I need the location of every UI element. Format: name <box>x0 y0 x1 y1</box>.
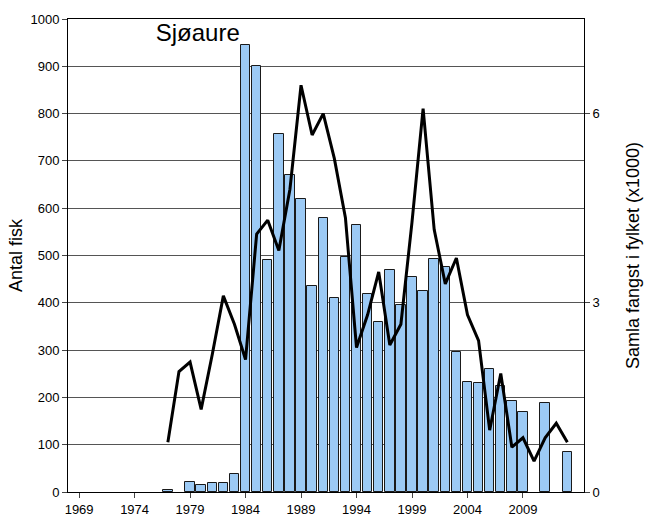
svg-text:500: 500 <box>38 248 60 263</box>
svg-text:200: 200 <box>38 390 60 405</box>
svg-text:2009: 2009 <box>509 502 538 517</box>
svg-text:600: 600 <box>38 201 60 216</box>
svg-text:Samla fangst i fylket (x1000): Samla fangst i fylket (x1000) <box>623 142 643 369</box>
svg-text:1979: 1979 <box>176 502 205 517</box>
svg-text:3: 3 <box>593 295 600 310</box>
svg-text:2004: 2004 <box>453 502 482 517</box>
svg-text:1999: 1999 <box>398 502 427 517</box>
svg-text:6: 6 <box>593 106 600 121</box>
svg-text:0: 0 <box>593 485 600 500</box>
svg-text:400: 400 <box>38 295 60 310</box>
svg-text:100: 100 <box>38 437 60 452</box>
svg-text:800: 800 <box>38 106 60 121</box>
svg-text:1994: 1994 <box>342 502 371 517</box>
svg-text:Antal fisk: Antal fisk <box>6 218 26 292</box>
svg-text:1974: 1974 <box>120 502 149 517</box>
svg-text:1969: 1969 <box>65 502 94 517</box>
svg-text:1989: 1989 <box>287 502 316 517</box>
svg-text:1984: 1984 <box>231 502 260 517</box>
svg-text:300: 300 <box>38 343 60 358</box>
svg-text:1000: 1000 <box>30 12 59 27</box>
svg-text:Sjøaure: Sjøaure <box>156 19 240 46</box>
svg-text:700: 700 <box>38 153 60 168</box>
svg-text:0: 0 <box>52 485 59 500</box>
svg-text:900: 900 <box>38 59 60 74</box>
